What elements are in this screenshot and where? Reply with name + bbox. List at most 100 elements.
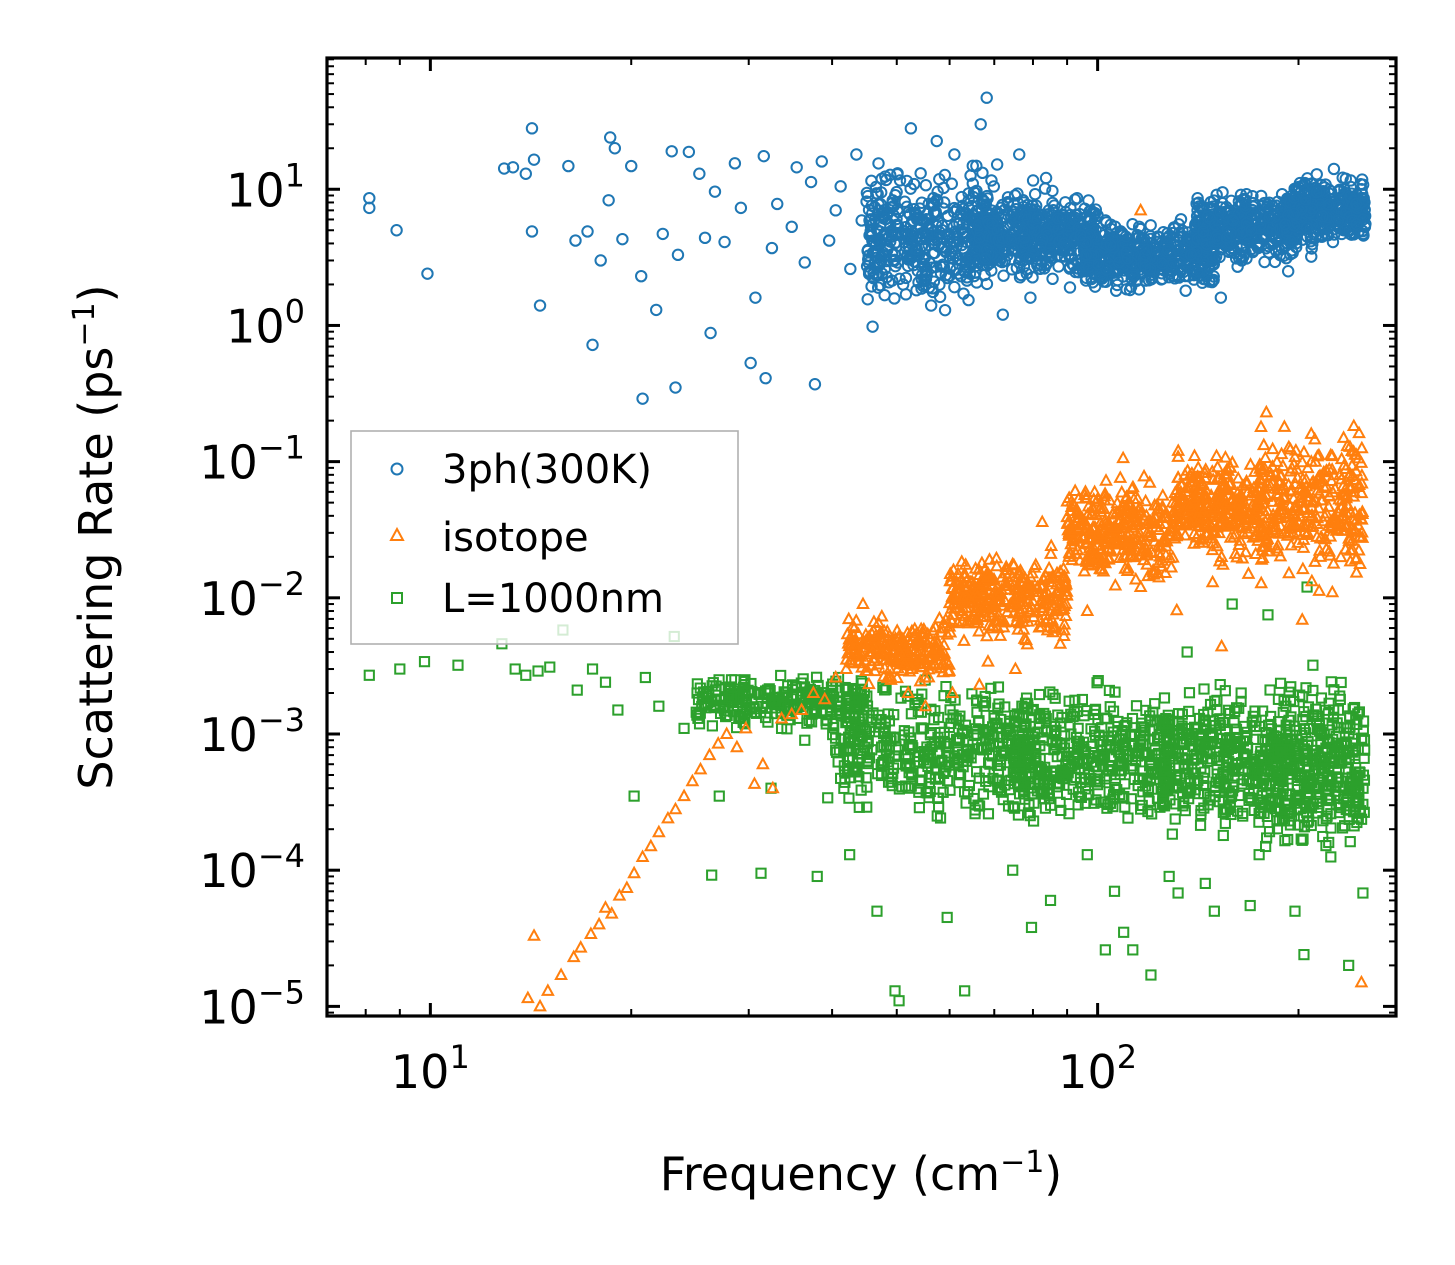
boundary-point	[1072, 799, 1084, 811]
boundary-point	[1063, 695, 1075, 707]
boundary-point	[1143, 795, 1155, 807]
boundary-point	[1300, 711, 1312, 723]
boundary-point	[966, 688, 978, 700]
boundary-point	[1028, 797, 1040, 809]
boundary-point	[1158, 692, 1171, 704]
boundary-point	[855, 675, 867, 687]
data-points-layer	[363, 91, 1372, 1012]
boundary-point	[882, 776, 895, 788]
boundary-point	[1079, 797, 1091, 809]
boundary-point	[849, 684, 861, 696]
boundary-point	[1263, 826, 1276, 838]
boundary-point	[999, 701, 1011, 713]
boundary-point	[1351, 718, 1363, 730]
boundary-point	[1348, 701, 1361, 714]
boundary-point	[709, 702, 721, 714]
boundary-point	[1109, 686, 1121, 698]
boundary-point	[1210, 751, 1223, 763]
boundary-point	[1216, 733, 1229, 745]
boundary-point	[913, 786, 925, 798]
boundary-point	[838, 782, 850, 794]
boundary-point	[953, 776, 965, 789]
boundary-point	[906, 769, 918, 781]
boundary-point	[1062, 750, 1074, 762]
boundary-point	[971, 706, 983, 718]
boundary-point	[924, 727, 937, 739]
boundary-point	[872, 709, 885, 721]
boundary-point	[1145, 756, 1157, 768]
boundary-point	[1102, 798, 1114, 811]
boundary-point	[709, 684, 722, 696]
boundary-point	[1142, 749, 1154, 761]
boundary-point	[944, 704, 956, 716]
boundary-point	[1022, 727, 1034, 739]
boundary-point	[1137, 786, 1149, 798]
boundary-point	[1236, 778, 1248, 790]
boundary-point	[994, 753, 1007, 765]
boundary-point	[909, 697, 921, 709]
boundary-point	[1109, 781, 1121, 794]
boundary-point	[1344, 836, 1356, 848]
boundary-point	[841, 743, 853, 755]
boundary-point	[767, 694, 779, 707]
boundary-point	[1189, 767, 1201, 779]
boundary-point	[971, 766, 983, 778]
boundary-point	[1214, 713, 1226, 725]
boundary-point	[1250, 733, 1262, 745]
boundary-point	[1065, 728, 1077, 740]
boundary-point	[1195, 804, 1207, 817]
boundary-point	[1095, 754, 1107, 766]
boundary-point	[1118, 790, 1130, 803]
boundary-point	[1254, 749, 1267, 761]
boundary-point	[1214, 719, 1226, 732]
boundary-point	[1197, 719, 1210, 731]
boundary-point	[1223, 787, 1235, 799]
boundary-point	[861, 801, 873, 813]
boundary-point	[1323, 836, 1335, 849]
boundary-point	[1255, 755, 1267, 767]
boundary-point	[1039, 802, 1052, 814]
boundary-point	[810, 671, 823, 683]
boundary-point	[873, 721, 886, 733]
boundary-point	[852, 747, 864, 759]
boundary-point	[968, 792, 980, 805]
boundary-point	[1177, 800, 1189, 812]
boundary-point	[1183, 687, 1196, 699]
boundary-point	[1065, 708, 1077, 720]
boundary-point	[1173, 715, 1185, 728]
boundary-point	[1265, 710, 1277, 723]
boundary-point	[1249, 705, 1261, 717]
boundary-point	[1303, 815, 1315, 827]
boundary-point	[1204, 727, 1217, 739]
boundary-point	[1130, 755, 1142, 767]
boundary-point	[1160, 712, 1172, 725]
boundary-point	[1188, 754, 1200, 766]
boundary-point	[725, 691, 738, 703]
boundary-point	[1214, 678, 1226, 691]
boundary-point	[983, 725, 995, 737]
boundary-point	[875, 769, 888, 782]
boundary-point	[1078, 754, 1090, 766]
boundary-point	[1069, 694, 1081, 706]
boundary-point	[1159, 777, 1171, 789]
boundary-point	[877, 756, 889, 769]
boundary-point	[1099, 712, 1111, 724]
boundary-point	[1328, 684, 1340, 696]
boundary-point	[1091, 779, 1104, 791]
boundary-point	[1142, 782, 1155, 795]
boundary-point	[1170, 747, 1182, 760]
boundary-point	[1315, 692, 1328, 704]
boundary-point	[928, 714, 940, 726]
boundary-point	[951, 734, 963, 747]
boundary-point	[1032, 760, 1044, 773]
boundary-point	[994, 759, 1007, 771]
boundary-point	[1067, 783, 1079, 795]
boundary-point	[1102, 764, 1114, 776]
boundary-point	[1357, 725, 1369, 737]
boundary-point	[1013, 756, 1025, 768]
boundary-point	[1044, 686, 1056, 698]
boundary-point	[1014, 763, 1026, 775]
boundary-point	[1260, 840, 1272, 853]
boundary-point	[1071, 757, 1084, 769]
boundary-point	[934, 756, 946, 768]
